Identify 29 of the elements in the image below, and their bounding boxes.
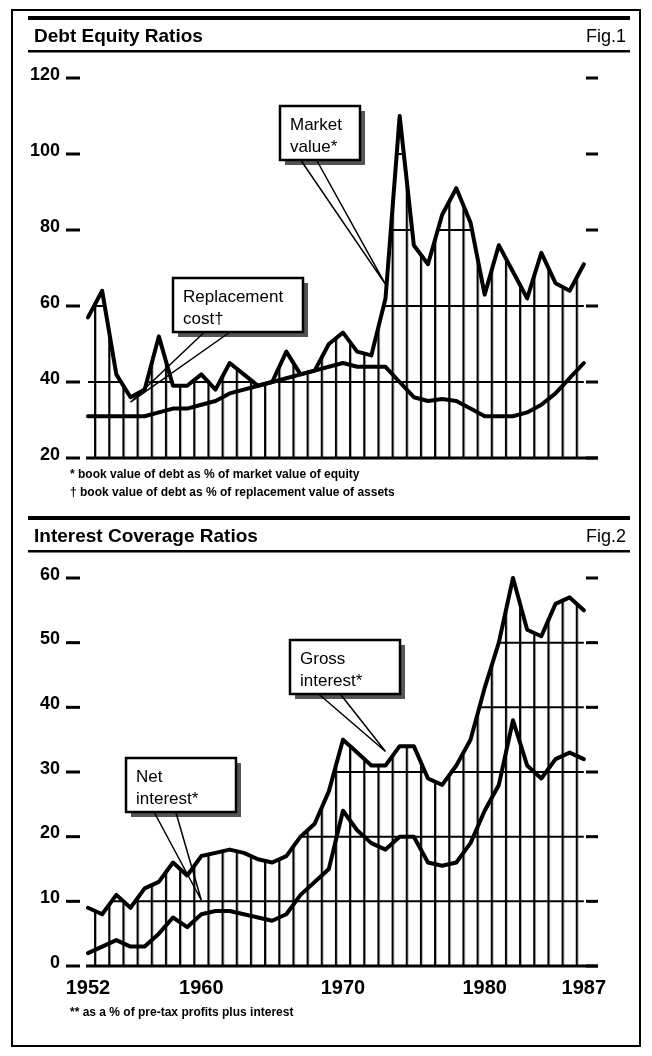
text: Replacement cost†	[183, 287, 284, 328]
y-tick-label: 80	[39, 215, 60, 236]
x-tick-label: 1970	[320, 976, 366, 998]
y-tick-label: 20	[39, 443, 60, 464]
text: Net interest*	[136, 767, 199, 808]
chart-subtitle: Fig.1	[585, 26, 626, 46]
y-tick-label: 10	[39, 887, 60, 908]
y-tick-label: 30	[39, 757, 60, 778]
y-tick-label: 60	[39, 563, 60, 584]
chart-title: Interest Coverage Ratios	[34, 525, 258, 546]
x-tick-label: 1952	[65, 976, 111, 998]
text: * book value of debt as % of market value of equity	[70, 467, 360, 481]
text: ** as a % of pre-tax profits plus interest	[70, 1005, 294, 1019]
x-tick-label: 1960	[179, 976, 224, 998]
y-tick-label: 0	[49, 951, 60, 972]
y-tick-label: 100	[29, 139, 60, 160]
x-tick-label: 1987	[561, 976, 607, 998]
y-tick-label: 60	[39, 291, 60, 312]
text: Market value*	[290, 115, 343, 156]
y-tick-label: 120	[29, 63, 60, 84]
y-tick-label: 50	[39, 628, 60, 649]
y-tick-label: 40	[39, 367, 60, 388]
y-tick-label: 40	[39, 693, 60, 714]
text: † book value of debt as % of replacement value of assets	[70, 485, 396, 499]
x-tick-label: 1980	[462, 976, 507, 998]
chart-title: Debt Equity Ratios	[34, 25, 203, 46]
chart-subtitle: Fig.2	[585, 526, 626, 546]
y-tick-label: 20	[39, 822, 60, 843]
text: Gross interest*	[300, 649, 363, 690]
